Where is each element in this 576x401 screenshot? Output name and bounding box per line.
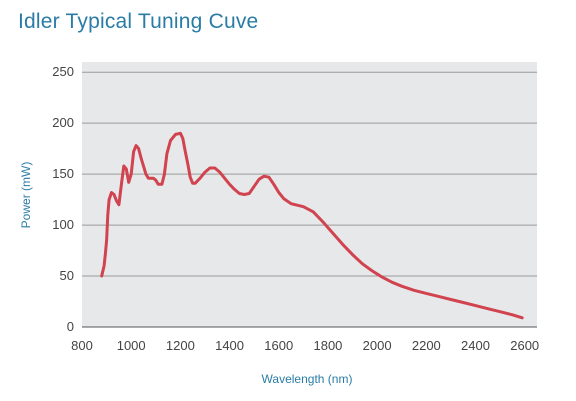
x-tick-2600: 2600: [510, 338, 539, 353]
chart-title: Idler Typical Tuning Cuve: [18, 10, 259, 33]
x-tick-labels: 800 1000 1200 1400 1600 1800 2000 2200 2400 2600: [71, 338, 539, 353]
y-axis-label: Power (mW): [19, 162, 33, 229]
plot-background: [82, 62, 537, 327]
x-tick-1800: 1800: [313, 338, 342, 353]
grid-lines: [82, 71, 537, 328]
x-tick-2200: 2200: [412, 338, 441, 353]
y-tick-250: 250: [52, 64, 74, 79]
x-tick-2000: 2000: [363, 338, 392, 353]
y-tick-labels: 0 50 100 150 200 250: [52, 64, 74, 334]
x-tick-2400: 2400: [461, 338, 490, 353]
y-tick-200: 200: [52, 115, 74, 130]
y-tick-0: 0: [67, 319, 74, 334]
x-tick-1400: 1400: [215, 338, 244, 353]
x-tick-1600: 1600: [264, 338, 293, 353]
x-axis-label: Wavelength (nm): [262, 372, 353, 386]
y-tick-150: 150: [52, 166, 74, 181]
y-tick-50: 50: [60, 268, 74, 283]
y-tick-100: 100: [52, 217, 74, 232]
x-tick-1000: 1000: [117, 338, 146, 353]
x-tick-800: 800: [71, 338, 93, 353]
series-line: [100, 131, 524, 320]
x-tick-1200: 1200: [166, 338, 195, 353]
